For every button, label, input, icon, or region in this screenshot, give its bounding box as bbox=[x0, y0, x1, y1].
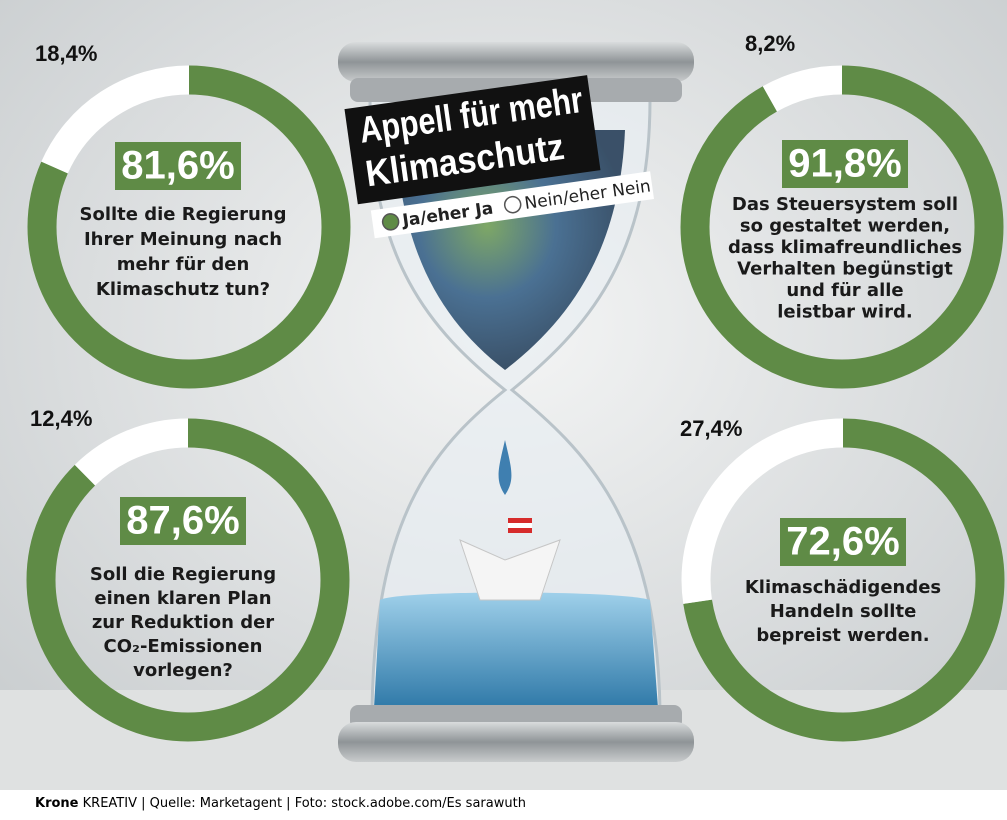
legend-swatch bbox=[503, 195, 522, 214]
footer-background bbox=[0, 790, 1007, 816]
question-line: einen klaren Plan bbox=[94, 588, 271, 609]
value-label: 18,4% bbox=[35, 41, 97, 66]
question-line: Soll die Regierung bbox=[90, 564, 276, 585]
donut-segment bbox=[27, 65, 351, 389]
question-line: Das Steuersystem soll bbox=[732, 194, 958, 215]
question-line: Verhalten begünstigt bbox=[737, 259, 953, 280]
question-line: mehr für den bbox=[117, 254, 250, 275]
value-label: 8,2% bbox=[745, 31, 795, 56]
footer: Krone KREATIV | Quelle: Marketagent | Fo… bbox=[35, 796, 526, 811]
value-box bbox=[120, 497, 246, 545]
question-line: leistbar wird. bbox=[777, 302, 912, 323]
legend-swatch bbox=[381, 213, 400, 231]
value-box bbox=[115, 142, 241, 190]
footer-brand: Krone bbox=[35, 796, 79, 811]
value-label: 91,8% bbox=[788, 142, 901, 186]
question-line: dass klimafreundliches bbox=[728, 237, 962, 258]
question-line: CO₂-Emissionen bbox=[104, 636, 263, 657]
question-line: Ihrer Meinung nach bbox=[84, 229, 282, 250]
question-line: zur Reduktion der bbox=[92, 612, 274, 633]
value-box bbox=[780, 518, 906, 566]
title-background bbox=[344, 75, 601, 205]
value-label: 81,6% bbox=[121, 144, 234, 188]
question-line: Handeln sollte bbox=[770, 601, 917, 622]
question-line: Klimaschädigendes bbox=[745, 577, 941, 598]
footer-text: KREATIV | Quelle: Marketagent | Foto: st… bbox=[83, 796, 526, 811]
hourglass bbox=[338, 42, 694, 762]
question-line: vorlegen? bbox=[133, 660, 233, 681]
donut-segment bbox=[681, 418, 1005, 742]
value-label: 87,6% bbox=[126, 499, 239, 543]
question-line: und für alle bbox=[786, 280, 903, 301]
value-label: 27,4% bbox=[680, 416, 742, 441]
value-label: 72,6% bbox=[786, 520, 899, 564]
question-line: Klimaschutz tun? bbox=[96, 279, 270, 300]
value-box bbox=[782, 140, 908, 188]
question-line: bepreist werden. bbox=[756, 625, 929, 646]
value-label: 12,4% bbox=[30, 406, 92, 431]
donut-segment bbox=[26, 418, 350, 742]
question-line: Sollte die Regierung bbox=[80, 204, 287, 225]
question-line: so gestaltet werden, bbox=[740, 216, 950, 237]
donut-segment bbox=[680, 65, 1004, 389]
